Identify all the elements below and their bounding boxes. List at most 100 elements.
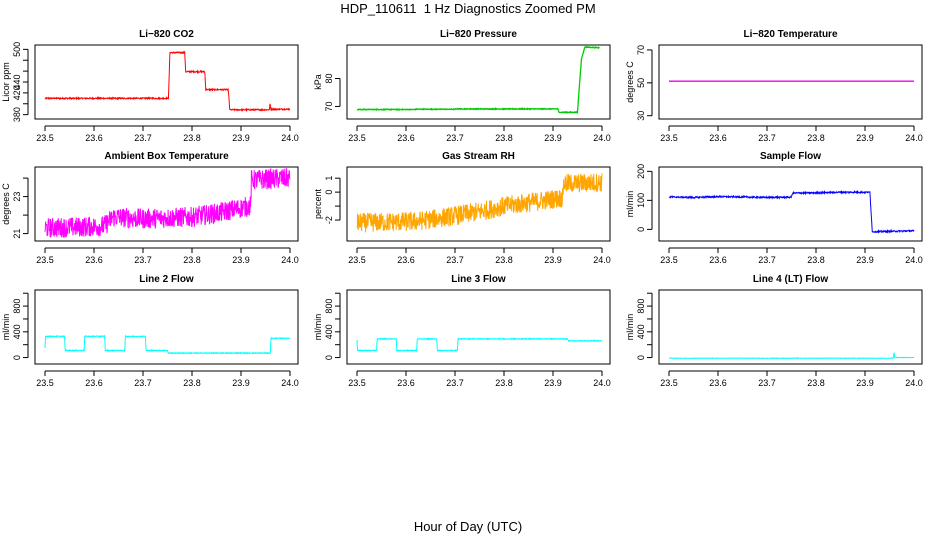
x-tick-label: 23.5 (348, 255, 366, 265)
series-line (44, 334, 291, 355)
y-tick-label: 50 (636, 78, 646, 88)
y-tick-label: 100 (636, 193, 646, 208)
x-tick-label: 23.8 (807, 378, 825, 388)
x-tick-label: 23.9 (232, 133, 250, 143)
y-tick-label: -2 (324, 216, 334, 224)
x-tick-label: 23.9 (544, 133, 562, 143)
y-tick-label: 80 (324, 74, 334, 84)
x-tick-label: 24.0 (593, 255, 611, 265)
y-tick-label: 1 (324, 176, 334, 181)
x-tick-label: 23.6 (85, 133, 103, 143)
series-line (356, 337, 603, 353)
y-tick-label: 70 (324, 101, 334, 111)
x-tick-label: 23.5 (36, 378, 54, 388)
x-tick-label: 23.9 (544, 378, 562, 388)
y-tick-label: 400 (12, 324, 22, 339)
y-tick-label: 0 (636, 227, 646, 232)
panel-1: Li−820 CO2 23.5 23.6 23.7 23.8 23.9 24.0 380 420… (1, 29, 299, 143)
panel-title: Line 2 Flow (139, 274, 194, 285)
y-axis-label: degrees C (1, 183, 11, 225)
x-tick-label: 24.0 (905, 133, 923, 143)
x-tick-label: 23.5 (660, 133, 678, 143)
series-line (44, 50, 291, 113)
y-tick-label: 800 (636, 299, 646, 314)
y-tick-label: 30 (636, 111, 646, 121)
x-tick-label: 23.6 (709, 255, 727, 265)
panel-2: Li−820 Pressure 23.5 23.6 23.7 23.8 23.9 24.0 7… (313, 29, 611, 143)
x-tick-label: 23.9 (856, 378, 874, 388)
plot-frame (658, 44, 923, 120)
x-tick-label: 23.9 (544, 255, 562, 265)
x-tick-label: 23.9 (232, 378, 250, 388)
x-tick-label: 23.5 (348, 378, 366, 388)
panel-title: Li−820 CO2 (139, 29, 194, 40)
panel-5: Gas Stream RH 23.5 23.6 23.7 23.8 23.9 24.0 -2 0… (313, 151, 611, 265)
panel-7: Line 2 Flow 23.5 23.6 23.7 23.8 23.9 24.0 0 400 8… (1, 274, 299, 388)
x-tick-label: 23.7 (446, 378, 464, 388)
panel-title: Li−820 Temperature (743, 29, 837, 40)
y-axis-label: kPa (313, 74, 323, 90)
x-tick-label: 24.0 (281, 378, 299, 388)
y-axis-label: ml/min (625, 314, 635, 341)
panel-title: Line 3 Flow (451, 274, 506, 285)
y-axis-label: degrees C (625, 61, 635, 103)
y-tick-label: 380 (12, 107, 22, 122)
y-tick-label: 400 (324, 324, 334, 339)
y-axis-label: ml/min (1, 314, 11, 341)
x-tick-label: 23.5 (36, 133, 54, 143)
x-tick-label: 23.6 (397, 378, 415, 388)
x-tick-label: 23.8 (495, 133, 513, 143)
x-tick-label: 23.5 (348, 133, 366, 143)
x-tick-label: 23.7 (446, 133, 464, 143)
x-tick-label: 24.0 (281, 133, 299, 143)
x-tick-label: 23.8 (807, 133, 825, 143)
y-axis-label: ml/min (313, 314, 323, 341)
panel-title: Gas Stream RH (442, 151, 515, 162)
series-line (668, 189, 915, 234)
x-tick-label: 23.7 (446, 255, 464, 265)
x-tick-label: 23.7 (134, 378, 152, 388)
y-tick-label: 400 (636, 324, 646, 339)
panel-title: Sample Flow (760, 151, 821, 162)
x-axis-label: Hour of Day (UTC) (413, 519, 523, 534)
y-tick-label: 0 (12, 355, 22, 360)
plot-frame (34, 44, 299, 120)
x-tick-label: 23.8 (495, 255, 513, 265)
x-tick-label: 23.9 (856, 133, 874, 143)
x-tick-label: 23.7 (134, 133, 152, 143)
y-tick-label: 0 (324, 355, 334, 360)
x-tick-label: 24.0 (905, 378, 923, 388)
x-tick-label: 24.0 (593, 378, 611, 388)
x-tick-label: 23.8 (183, 133, 201, 143)
plot-frame (34, 166, 299, 242)
x-tick-label: 23.8 (495, 378, 513, 388)
y-tick-label: 70 (636, 45, 646, 55)
series-line (356, 173, 603, 233)
series-line (44, 167, 291, 238)
y-tick-label: 21 (12, 229, 22, 239)
x-tick-label: 24.0 (281, 255, 299, 265)
x-tick-label: 23.8 (807, 255, 825, 265)
x-tick-label: 24.0 (905, 255, 923, 265)
y-tick-label: 0 (324, 190, 334, 195)
y-tick-label: 440 (12, 74, 22, 89)
panel-title: Ambient Box Temperature (104, 151, 229, 162)
plot-frame (346, 289, 611, 365)
plot-frame (346, 166, 611, 242)
panel-title: Line 4 (LT) Flow (753, 274, 829, 285)
x-tick-label: 23.9 (232, 255, 250, 265)
plot-frame (658, 289, 923, 365)
x-tick-label: 23.7 (758, 255, 776, 265)
x-tick-label: 23.8 (183, 255, 201, 265)
x-tick-label: 23.6 (709, 133, 727, 143)
y-tick-label: 420 (12, 85, 22, 100)
y-tick-label: 500 (12, 42, 22, 57)
x-tick-label: 23.6 (397, 255, 415, 265)
x-tick-label: 23.9 (856, 255, 874, 265)
plot-frame (346, 44, 611, 120)
plot-frame (34, 289, 299, 365)
x-tick-label: 23.6 (85, 378, 103, 388)
x-tick-label: 23.5 (36, 255, 54, 265)
